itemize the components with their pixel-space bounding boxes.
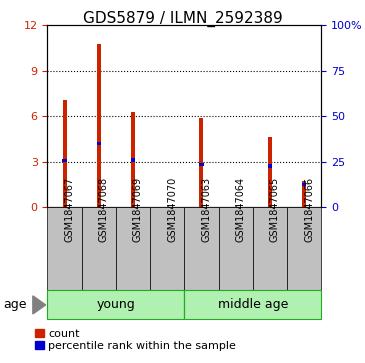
Bar — [268, 164, 272, 168]
Bar — [47, 207, 82, 290]
Bar — [219, 207, 253, 290]
Text: young: young — [96, 298, 135, 311]
Bar — [131, 112, 135, 207]
Bar — [62, 99, 66, 207]
Bar — [199, 118, 204, 207]
Text: GSM1847070: GSM1847070 — [167, 177, 177, 242]
Text: age: age — [4, 298, 27, 311]
Bar — [253, 207, 287, 290]
Bar — [287, 207, 321, 290]
Bar — [268, 137, 272, 207]
Bar — [82, 207, 116, 290]
Bar — [184, 290, 321, 319]
Bar — [302, 181, 306, 207]
Text: GSM1847067: GSM1847067 — [65, 177, 74, 242]
Bar — [96, 142, 101, 145]
Bar — [302, 183, 306, 186]
Polygon shape — [33, 296, 46, 314]
Bar — [131, 158, 135, 162]
Text: GSM1847069: GSM1847069 — [133, 177, 143, 242]
Text: GDS5879 / ILMN_2592389: GDS5879 / ILMN_2592389 — [82, 11, 283, 27]
Bar — [199, 163, 204, 166]
Text: GSM1847065: GSM1847065 — [270, 177, 280, 242]
Text: GSM1847063: GSM1847063 — [201, 177, 211, 242]
Text: GSM1847064: GSM1847064 — [236, 177, 246, 242]
Text: GSM1847066: GSM1847066 — [304, 177, 314, 242]
Bar — [47, 290, 184, 319]
Bar — [62, 159, 67, 163]
Text: GSM1847068: GSM1847068 — [99, 177, 109, 242]
Bar — [116, 207, 150, 290]
Bar — [184, 207, 219, 290]
Legend: count, percentile rank within the sample: count, percentile rank within the sample — [35, 329, 236, 351]
Bar — [150, 207, 184, 290]
Bar — [97, 44, 101, 207]
Text: middle age: middle age — [218, 298, 288, 311]
